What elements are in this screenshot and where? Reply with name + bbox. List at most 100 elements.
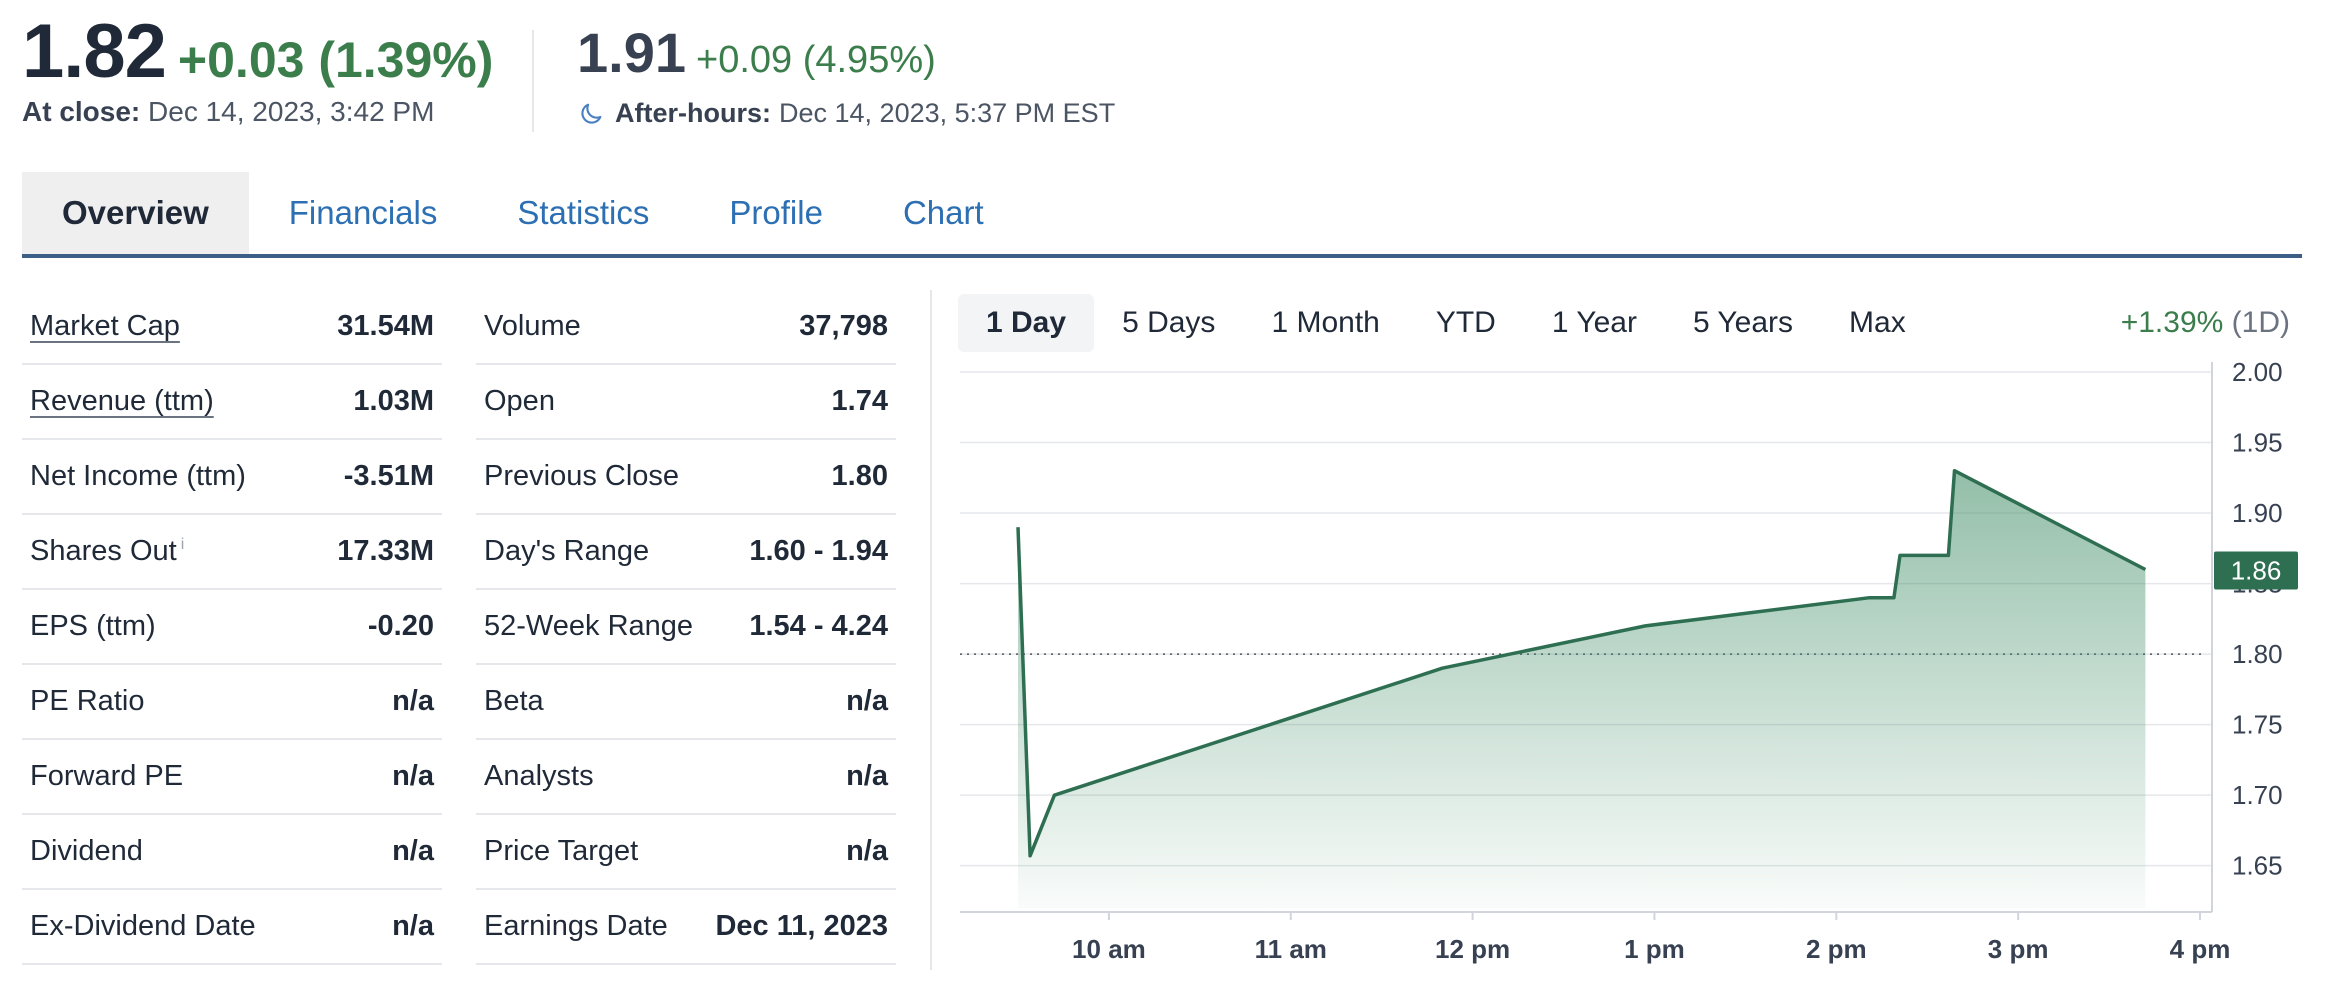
- tab-financials[interactable]: Financials: [288, 194, 438, 231]
- range-ytd-button[interactable]: YTD: [1435, 306, 1496, 339]
- stat-value-open: 1.74: [831, 385, 888, 417]
- stat-row-days-range: Day's Range 1.60 - 1.94: [476, 515, 896, 590]
- time-range-selector: 1 Day 5 Days 1 Month YTD 1 Year 5 Years …: [958, 294, 1934, 352]
- stat-label-previous-close: Previous Close: [484, 460, 680, 492]
- stat-value-volume: 37,798: [799, 310, 888, 342]
- stat-value-previous-close: 1.80: [831, 460, 888, 492]
- stat-value-days-range: 1.60 - 1.94: [749, 535, 888, 567]
- close-time: Dec 14, 2023, 3:42 PM: [148, 96, 435, 127]
- stat-label-group-shares-out: Shares Out i: [30, 535, 184, 568]
- stat-row-dividend: Dividend n/a: [22, 815, 442, 890]
- period-performance: +1.39% (1D): [2121, 306, 2290, 340]
- range-1-day-button[interactable]: 1 Day: [958, 294, 1095, 352]
- stat-value-price-target: n/a: [846, 835, 888, 867]
- stat-label-price-target: Price Target: [484, 835, 639, 867]
- price-area: [1018, 470, 2146, 908]
- stat-value-forward-pe: n/a: [392, 760, 434, 792]
- quote-header: 1.82 +0.03 (1.39%) At close: Dec 14, 2023…: [22, 0, 1322, 132]
- after-hours-label: After-hours:: [615, 98, 771, 128]
- stat-label-pe-ratio: PE Ratio: [30, 685, 145, 717]
- range-1-month-button[interactable]: 1 Month: [1271, 306, 1380, 339]
- y-tick-label: 1.90: [2232, 498, 2283, 528]
- y-tick-label: 1.75: [2232, 710, 2283, 740]
- stat-value-analysts: n/a: [846, 760, 888, 792]
- stat-label-open: Open: [484, 385, 555, 417]
- tab-statistics[interactable]: Statistics: [517, 194, 650, 231]
- stat-value-pe-ratio: n/a: [392, 685, 434, 717]
- range-1-year-button[interactable]: 1 Year: [1551, 306, 1637, 339]
- stat-value-revenue: 1.03M: [353, 385, 434, 417]
- last-price-label: 1.86: [2231, 555, 2282, 585]
- stat-label-market-cap[interactable]: Market Cap: [30, 310, 180, 342]
- stat-row-open: Open 1.74: [476, 365, 896, 440]
- close-change: +0.03 (1.39%): [177, 32, 494, 88]
- stat-value-beta: n/a: [846, 685, 888, 717]
- close-price: 1.82: [22, 9, 167, 94]
- stat-label-earnings-date: Earnings Date: [484, 910, 668, 942]
- stat-label-volume: Volume: [484, 310, 581, 342]
- stats-table-left: Market Cap 31.54M Revenue (ttm) 1.03M Ne…: [22, 290, 442, 965]
- close-price-block: 1.82 +0.03 (1.39%): [22, 8, 493, 95]
- stat-row-earnings-date: Earnings Date Dec 11, 2023: [476, 890, 896, 965]
- stat-row-net-income: Net Income (ttm) -3.51M: [22, 440, 442, 515]
- stat-value-shares-out: 17.33M: [337, 535, 434, 567]
- stat-value-ex-dividend-date: n/a: [392, 910, 434, 942]
- stat-label-beta: Beta: [484, 685, 544, 717]
- stat-label-eps: EPS (ttm): [30, 610, 156, 642]
- stat-label-analysts: Analysts: [484, 760, 594, 792]
- header-divider: [532, 30, 534, 132]
- stat-label-shares-out: Shares Out: [30, 535, 177, 567]
- tab-chart[interactable]: Chart: [902, 194, 984, 231]
- y-tick-label: 1.70: [2232, 780, 2283, 810]
- stat-label-52-week-range: 52-Week Range: [484, 610, 694, 642]
- x-tick-label: 3 pm: [1988, 934, 2049, 964]
- close-label: At close:: [22, 96, 141, 127]
- x-tick-label: 4 pm: [2170, 934, 2231, 964]
- stat-label-net-income: Net Income (ttm): [30, 460, 246, 492]
- stat-row-pe-ratio: PE Ratio n/a: [22, 665, 442, 740]
- tab-profile[interactable]: Profile: [729, 194, 823, 231]
- stats-table-right: Volume 37,798 Open 1.74 Previous Close 1…: [476, 290, 896, 965]
- y-tick-label: 1.80: [2232, 639, 2283, 669]
- price-line: [1016, 468, 2147, 858]
- after-hours-price-block: 1.91 +0.09 (4.95%): [577, 20, 936, 85]
- nav-tabs: Overview Financials Statistics Profile C…: [22, 172, 2302, 258]
- tab-overview[interactable]: Overview: [22, 172, 249, 254]
- x-tick-label: 1 pm: [1624, 934, 1685, 964]
- stat-value-eps: -0.20: [367, 610, 434, 642]
- stat-value-earnings-date: Dec 11, 2023: [715, 910, 888, 942]
- stat-value-market-cap: 31.54M: [337, 310, 434, 342]
- stat-row-previous-close: Previous Close 1.80: [476, 440, 896, 515]
- stat-row-forward-pe: Forward PE n/a: [22, 740, 442, 815]
- y-tick-label: 1.65: [2232, 851, 2283, 881]
- close-timestamp-line: At close: Dec 14, 2023, 3:42 PM: [22, 96, 434, 128]
- stat-row-price-target: Price Target n/a: [476, 815, 896, 890]
- range-5-days-button[interactable]: 5 Days: [1122, 306, 1216, 339]
- stat-label-days-range: Day's Range: [484, 535, 650, 567]
- after-hours-price: 1.91: [577, 21, 686, 84]
- period-change: +1.39%: [2120, 306, 2224, 339]
- x-tick-label: 12 pm: [1435, 934, 1510, 964]
- chart-divider: [930, 290, 932, 970]
- stat-row-volume: Volume 37,798: [476, 290, 896, 365]
- last-price-tag: [2214, 551, 2298, 590]
- stat-label-forward-pe: Forward PE: [30, 760, 184, 792]
- y-tick-label: 2.00: [2232, 357, 2283, 387]
- stat-row-eps: EPS (ttm) -0.20: [22, 590, 442, 665]
- stat-row-beta: Beta n/a: [476, 665, 896, 740]
- stat-row-52-week-range: 52-Week Range 1.54 - 4.24: [476, 590, 896, 665]
- stat-row-ex-dividend-date: Ex-Dividend Date n/a: [22, 890, 442, 965]
- stat-row-analysts: Analysts n/a: [476, 740, 896, 815]
- info-icon[interactable]: i: [180, 536, 185, 554]
- range-5-years-button[interactable]: 5 Years: [1692, 306, 1794, 339]
- stat-value-52-week-range: 1.54 - 4.24: [749, 610, 888, 642]
- stat-value-dividend: n/a: [392, 835, 434, 867]
- range-max-button[interactable]: Max: [1849, 306, 1906, 339]
- stat-value-net-income: -3.51M: [343, 460, 434, 492]
- moon-icon: [577, 100, 605, 128]
- stat-label-revenue[interactable]: Revenue (ttm): [30, 385, 214, 417]
- after-hours-change: +0.09 (4.95%): [696, 39, 936, 81]
- after-hours-timestamp-line: After-hours: Dec 14, 2023, 5:37 PM EST: [577, 98, 1115, 129]
- x-tick-label: 10 am: [1072, 934, 1146, 964]
